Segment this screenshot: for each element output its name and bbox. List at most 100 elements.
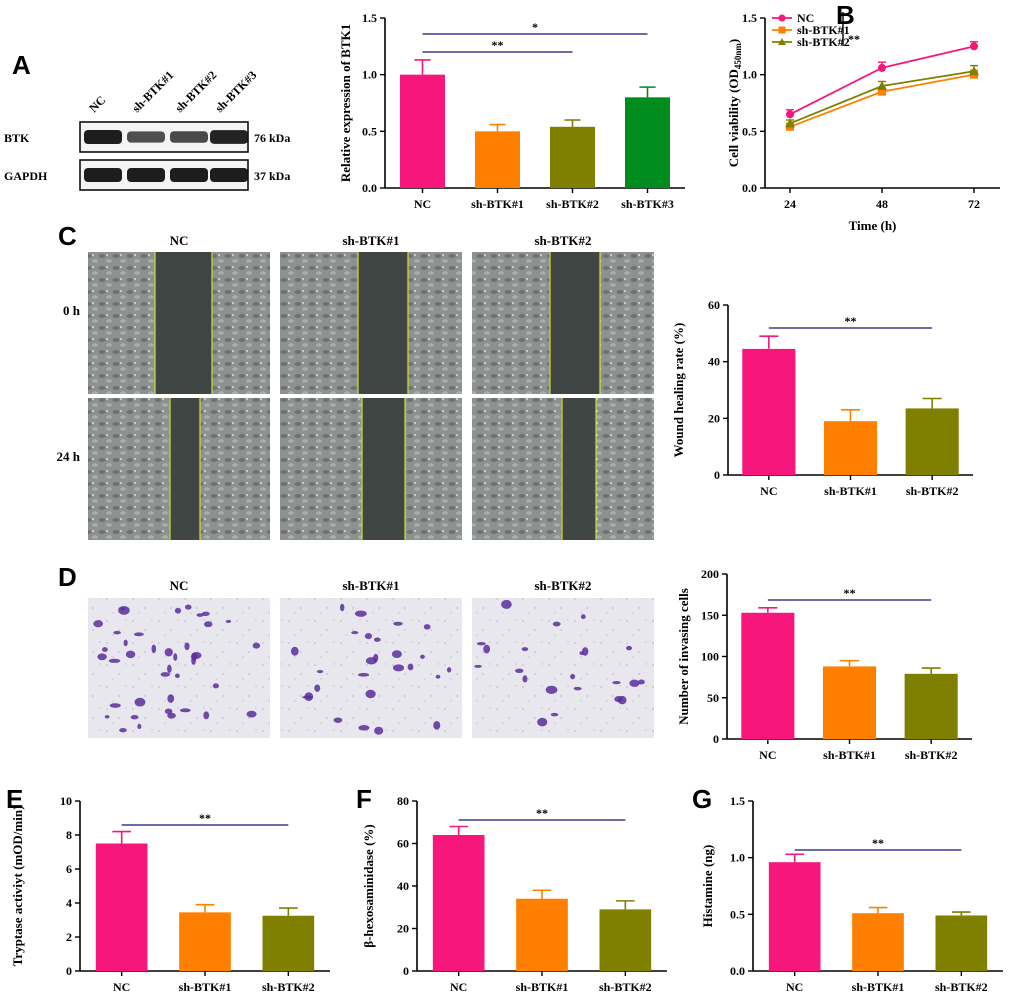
x-tick-label: sh-BTK#2: [546, 197, 599, 211]
image-row-label: 24 h: [57, 449, 81, 464]
y-tick-label: 0: [714, 468, 720, 482]
invading-cell: [130, 714, 139, 720]
invading-cell: [339, 603, 345, 612]
invading-cell: [474, 664, 482, 668]
y-tick-label: 10: [60, 794, 72, 808]
y-tick-label: 0.5: [742, 124, 757, 138]
invading-cell: [423, 624, 431, 630]
x-tick-label: sh-BTK#1: [179, 980, 232, 994]
panel-letter-f: F: [356, 784, 372, 814]
chart-cell-viability: 0.0 0.5 1.0 1.5 24 48 72 Time (h) Cell viability…: [726, 11, 1000, 233]
invading-cell: [167, 664, 172, 673]
invading-cell: [446, 667, 452, 673]
bar-sh-BTK#1: [822, 666, 877, 739]
bar-sh-BTK#2: [262, 915, 315, 971]
blot-band: [84, 130, 122, 144]
x-tick-label: sh-BTK#2: [599, 980, 652, 994]
y-tick-label: 0.0: [742, 181, 757, 195]
wound-gap: [362, 398, 405, 540]
invading-cell: [137, 723, 142, 730]
wound-gap: [155, 252, 212, 394]
lane-label: sh-BTK#1: [129, 68, 176, 115]
invading-cell: [392, 664, 405, 672]
y-tick-label: 2: [66, 930, 72, 944]
y-tick-label: 1.5: [362, 11, 377, 25]
x-tick-label: 24: [784, 197, 796, 211]
wound-gap: [550, 252, 600, 394]
data-point: [786, 110, 794, 119]
significance-label: **: [492, 38, 504, 52]
invading-cell: [304, 692, 314, 702]
invading-cell: [184, 604, 192, 610]
blot-band: [84, 168, 122, 182]
significance-label: **: [845, 314, 857, 328]
invading-cell: [374, 726, 384, 735]
invading-cell: [97, 653, 107, 661]
lane-label: sh-BTK#3: [212, 68, 259, 115]
invading-cell: [573, 686, 582, 691]
data-point: [878, 63, 886, 72]
invading-cell: [626, 645, 633, 651]
invading-cell: [638, 679, 645, 685]
wound-gap: [170, 398, 200, 540]
invading-cell: [225, 619, 232, 623]
y-axis-label: Cell viability (OD450nm): [726, 39, 743, 168]
x-tick-label: NC: [760, 484, 777, 498]
invading-cell: [101, 647, 108, 652]
y-tick-label: 0.5: [362, 124, 377, 138]
invading-cell: [133, 632, 144, 637]
invading-cell: [433, 721, 441, 730]
legend-label-sh-BTK#1: sh-BTK#1: [797, 23, 850, 37]
row-label: GAPDH: [4, 169, 48, 183]
invasion-image: [280, 598, 462, 738]
invading-cell: [365, 657, 377, 665]
invading-cell: [476, 641, 486, 646]
y-tick-label: 50: [707, 691, 719, 705]
invading-cell: [134, 697, 146, 707]
y-tick-label: 200: [701, 567, 719, 581]
x-tick-label: NC: [759, 748, 776, 762]
significance-label: **: [844, 586, 856, 600]
invading-cell: [550, 712, 559, 717]
chart-btk-expression: 0.00.51.01.5NC sh-BTK#1 sh-BTK#2 sh-BTK#3**…: [338, 11, 685, 211]
image-column-label: NC: [170, 578, 189, 593]
panel-letter-e: E: [6, 784, 23, 814]
blot-band: [210, 130, 248, 144]
invading-cell: [118, 605, 130, 615]
y-tick-label: 150: [701, 608, 719, 622]
x-tick-label: sh-BTK#1: [823, 748, 876, 762]
y-axis-label: Histamine (ng): [700, 845, 715, 928]
invading-cell: [167, 694, 175, 703]
invasion-image: [88, 598, 270, 738]
y-tick-label: 1.5: [742, 11, 757, 25]
invading-cell: [393, 621, 403, 626]
blot-band: [127, 168, 165, 182]
y-tick-label: 6: [66, 862, 72, 876]
western-blot: NC sh-BTK#1sh-BTK#2sh-BTK#3 BTK 76 kDa GAPDH…: [4, 68, 290, 191]
invading-cell: [160, 672, 170, 677]
y-tick-label: 1.0: [730, 851, 745, 865]
legend-label-sh-BTK#2: sh-BTK#2: [797, 35, 850, 49]
y-tick-label: 1.0: [362, 68, 377, 82]
invading-cell: [120, 607, 126, 611]
chart-wound-healing-rate: 0 20 40 60 NC sh-BTK#1 sh-BTK#2 ** Wound healing…: [671, 298, 973, 498]
invading-cell: [501, 599, 512, 609]
invasion-images: NC sh-BTK#1 sh-BTK#2: [88, 578, 654, 738]
x-tick-label: NC: [786, 980, 803, 994]
invading-cell: [119, 727, 127, 733]
invading-cell: [290, 646, 299, 656]
bar-sh-BTK#2: [935, 915, 988, 971]
y-tick-label: 0.0: [730, 964, 745, 978]
invading-cell: [184, 642, 190, 651]
y-axis-label: β-hexosaminidase (%): [361, 824, 376, 948]
invading-cell: [125, 650, 136, 659]
invading-cell: [164, 708, 173, 715]
kda-label: 76 kDa: [254, 131, 290, 145]
invading-cell: [483, 644, 491, 654]
invading-cell: [203, 621, 213, 628]
x-tick-label: sh-BTK#2: [262, 980, 315, 994]
invading-cell: [522, 675, 528, 683]
chart-histamine: 0.0 0.5 1.0 1.5 NC sh-BTK#1 sh-BTK#2 ** Histamin…: [700, 794, 1003, 994]
image-column-label: sh-BTK#2: [534, 233, 591, 248]
x-tick-label: 48: [876, 197, 888, 211]
